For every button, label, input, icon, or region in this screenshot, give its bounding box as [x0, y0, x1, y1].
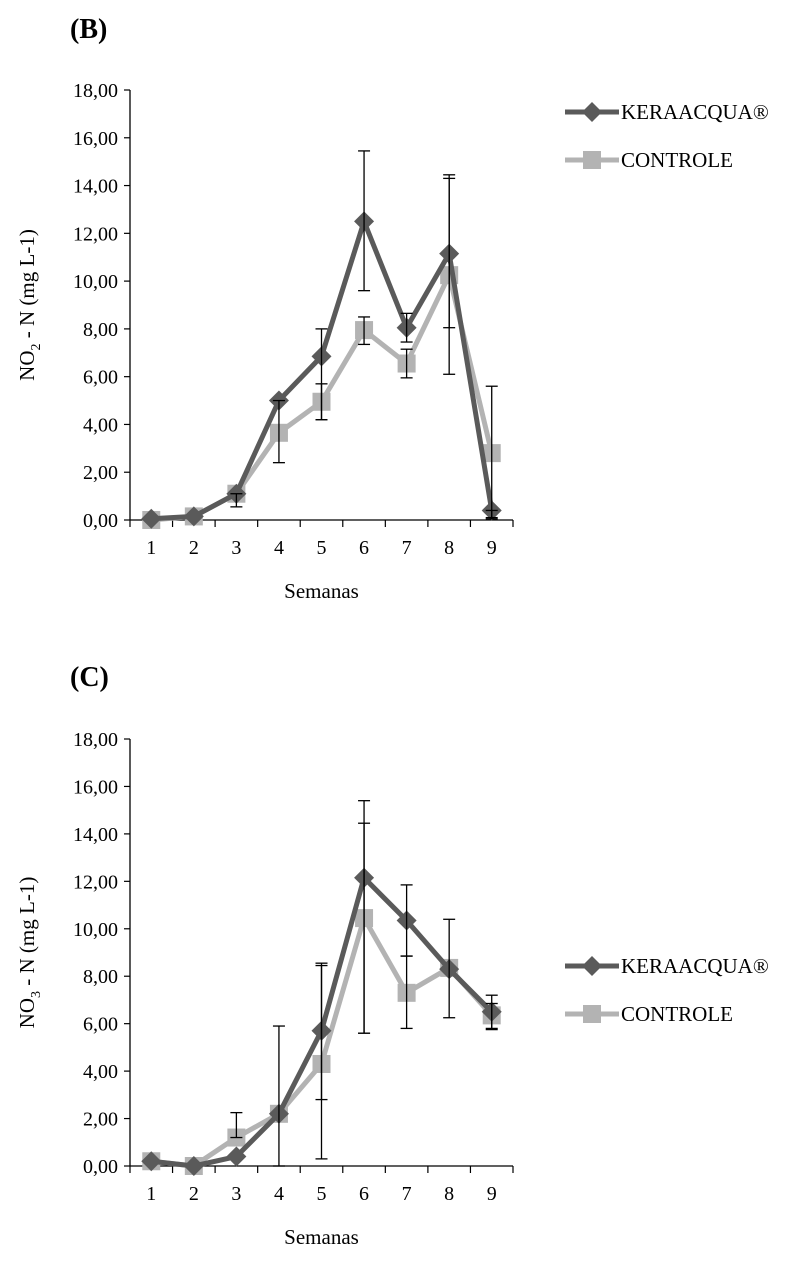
x-tick-label: 3 — [231, 537, 241, 559]
data-point-diamond — [183, 506, 204, 527]
legend-label: KERAACQUA® — [621, 100, 769, 124]
legend-marker-diamond — [582, 956, 602, 976]
y-tick-label: 8,00 — [83, 966, 118, 988]
x-tick-label: 8 — [444, 1183, 454, 1205]
y-tick-label: 10,00 — [73, 271, 118, 293]
x-tick-label: 4 — [274, 537, 284, 559]
x-tick-label: 2 — [189, 537, 199, 559]
y-tick-label: 0,00 — [83, 510, 118, 532]
x-axis-title: Semanas — [284, 1225, 359, 1249]
x-tick-label: 7 — [402, 537, 412, 559]
y-tick-label: 18,00 — [73, 729, 118, 751]
y-tick-label: 14,00 — [73, 176, 118, 198]
y-axis-title: NO2 - N (mg L-1) — [15, 229, 44, 381]
y-axis-title: NO3 - N (mg L-1) — [15, 877, 44, 1029]
x-tick-label: 5 — [317, 1183, 327, 1205]
x-axis-title: Semanas — [284, 579, 359, 603]
legend-marker-square — [583, 1005, 601, 1023]
x-tick-label: 6 — [359, 537, 369, 559]
y-tick-label: 6,00 — [83, 1014, 118, 1036]
x-tick-label: 3 — [231, 1183, 241, 1205]
legend-label: CONTROLE — [621, 148, 733, 172]
y-tick-label: 10,00 — [73, 919, 118, 941]
y-tick-label: 8,00 — [83, 319, 118, 341]
legend-label: KERAACQUA® — [621, 954, 769, 978]
x-tick-label: 4 — [274, 1183, 284, 1205]
data-point-diamond — [226, 1146, 247, 1167]
x-tick-label: 6 — [359, 1183, 369, 1205]
y-tick-label: 12,00 — [73, 223, 118, 245]
x-tick-label: 9 — [487, 1183, 497, 1205]
legend-marker-square — [583, 151, 601, 169]
y-tick-label: 0,00 — [83, 1156, 118, 1178]
chart-svg: 0,00 2,00 4,00 6,00 8,00 10,00 12,00 14,00 16,00… — [15, 729, 769, 1249]
x-tick-label: 8 — [444, 537, 454, 559]
y-tick-label: 14,00 — [73, 824, 118, 846]
legend-marker-diamond — [582, 102, 602, 122]
chart-panel-c: (C) 0,00 2,00 4,00 6,00 8,00 10,00 12,00 14,00 1… — [0, 648, 805, 1268]
y-tick-label: 18,00 — [73, 80, 118, 102]
y-tick-label: 4,00 — [83, 1061, 118, 1083]
legend-label: CONTROLE — [621, 1002, 733, 1026]
y-tick-label: 2,00 — [83, 1109, 118, 1131]
x-tick-label: 1 — [146, 1183, 156, 1205]
x-tick-label: 1 — [146, 537, 156, 559]
y-tick-label: 2,00 — [83, 462, 118, 484]
data-point-diamond — [141, 508, 162, 529]
x-tick-label: 9 — [487, 537, 497, 559]
y-tick-label: 4,00 — [83, 414, 118, 436]
x-tick-label: 5 — [317, 537, 327, 559]
data-point-diamond — [183, 1156, 204, 1176]
chart-svg: 0,00 2,00 4,00 6,00 8,00 10,00 12,00 14,00 16,00… — [15, 80, 769, 603]
y-tick-label: 6,00 — [83, 367, 118, 389]
y-tick-label: 16,00 — [73, 776, 118, 798]
y-tick-label: 12,00 — [73, 871, 118, 893]
y-tick-label: 16,00 — [73, 128, 118, 150]
x-tick-label: 2 — [189, 1183, 199, 1205]
panel-label: (B) — [70, 14, 108, 45]
x-tick-label: 7 — [402, 1183, 412, 1205]
data-point-diamond — [141, 1151, 162, 1172]
panel-label: (C) — [70, 662, 109, 693]
chart-panel-b: (B) 0,00 2,00 4,00 6,00 8,00 10,00 12,00 14,00 1… — [0, 0, 805, 620]
